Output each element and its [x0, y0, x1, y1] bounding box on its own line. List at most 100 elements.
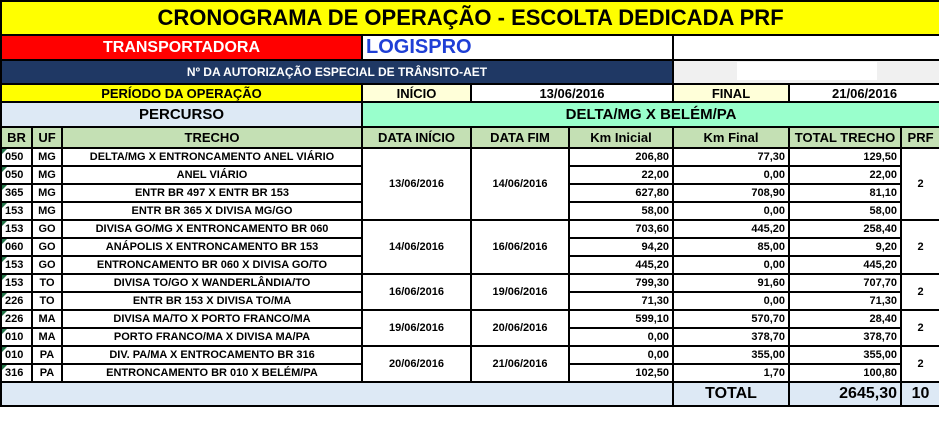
total-trecho-cell[interactable]: 71,30 [788, 291, 902, 311]
uf-cell[interactable]: MG [31, 165, 63, 185]
trecho-cell[interactable]: ANEL VIÁRIO [61, 165, 363, 185]
prf-cell[interactable]: 2 [899, 309, 939, 347]
km-inicial-cell[interactable]: 94,20 [568, 237, 674, 257]
total-trecho-cell[interactable]: 100,80 [788, 363, 902, 383]
trecho-cell[interactable]: ANÁPOLIS X ENTRONCAMENTO BR 153 [61, 237, 363, 257]
km-inicial-cell[interactable]: 703,60 [568, 219, 674, 239]
total-trecho-cell[interactable]: 445,20 [788, 255, 902, 275]
km-final-cell[interactable]: 355,00 [672, 345, 790, 365]
km-inicial-cell[interactable]: 445,20 [568, 255, 674, 275]
data-inicio-cell[interactable]: 19/06/2016 [361, 309, 472, 347]
uf-cell[interactable]: MG [31, 201, 63, 221]
trecho-cell[interactable]: DELTA/MG X ENTRONCAMENTO ANEL VIÁRIO [61, 147, 363, 167]
km-inicial-cell[interactable]: 0,00 [568, 327, 674, 347]
final-value[interactable]: 21/06/2016 [787, 83, 939, 103]
uf-cell[interactable]: TO [31, 273, 63, 293]
data-fim-cell[interactable]: 14/06/2016 [470, 147, 570, 221]
br-cell[interactable]: 365 [0, 183, 33, 203]
uf-cell[interactable]: GO [31, 219, 63, 239]
total-trecho-cell[interactable]: 22,00 [788, 165, 902, 185]
km-final-cell[interactable]: 0,00 [672, 165, 790, 185]
br-cell[interactable]: 226 [0, 291, 33, 311]
data-inicio-cell[interactable]: 20/06/2016 [361, 345, 472, 383]
total-trecho-cell[interactable]: 258,40 [788, 219, 902, 239]
br-cell[interactable]: 226 [0, 309, 33, 329]
km-final-cell[interactable]: 570,70 [672, 309, 790, 329]
km-final-cell[interactable]: 77,30 [672, 147, 790, 167]
trecho-cell[interactable]: ENTR BR 365 X DIVISA MG/GO [61, 201, 363, 221]
km-inicial-cell[interactable]: 102,50 [568, 363, 674, 383]
km-inicial-cell[interactable]: 58,00 [568, 201, 674, 221]
br-cell[interactable]: 010 [0, 345, 33, 365]
km-inicial-cell[interactable]: 0,00 [568, 345, 674, 365]
inicio-value[interactable]: 13/06/2016 [470, 83, 674, 103]
uf-cell[interactable]: GO [31, 237, 63, 257]
uf-cell[interactable]: MA [31, 327, 63, 347]
km-inicial-cell[interactable]: 71,30 [568, 291, 674, 311]
data-inicio-cell[interactable]: 13/06/2016 [361, 147, 472, 221]
uf-cell[interactable]: TO [31, 291, 63, 311]
km-inicial-cell[interactable]: 599,10 [568, 309, 674, 329]
trecho-cell[interactable]: ENTRONCAMENTO BR 010 X BELÉM/PA [61, 363, 363, 383]
data-inicio-cell[interactable]: 14/06/2016 [361, 219, 472, 275]
data-fim-cell[interactable]: 20/06/2016 [470, 309, 570, 347]
trecho-cell[interactable]: PORTO FRANCO/MA X DIVISA MA/PA [61, 327, 363, 347]
br-cell[interactable]: 153 [0, 219, 33, 239]
prf-cell[interactable]: 2 [899, 147, 939, 221]
total-trecho-cell[interactable]: 707,70 [788, 273, 902, 293]
total-trecho-cell[interactable]: 9,20 [788, 237, 902, 257]
br-cell[interactable]: 060 [0, 237, 33, 257]
km-final-cell[interactable]: 85,00 [672, 237, 790, 257]
prf-cell[interactable]: 2 [899, 345, 939, 383]
total-trecho-cell[interactable]: 378,70 [788, 327, 902, 347]
km-final-cell[interactable]: 0,00 [672, 201, 790, 221]
br-cell[interactable]: 316 [0, 363, 33, 383]
br-cell[interactable]: 010 [0, 327, 33, 347]
trecho-cell[interactable]: ENTR BR 153 X DIVISA TO/MA [61, 291, 363, 311]
uf-cell[interactable]: PA [31, 363, 63, 383]
data-fim-cell[interactable]: 21/06/2016 [470, 345, 570, 383]
km-final-cell[interactable]: 445,20 [672, 219, 790, 239]
uf-cell[interactable]: MG [31, 147, 63, 167]
data-fim-cell[interactable]: 19/06/2016 [470, 273, 570, 311]
prf-cell[interactable]: 2 [899, 219, 939, 275]
km-inicial-cell[interactable]: 627,80 [568, 183, 674, 203]
total-trecho-cell[interactable]: 58,00 [788, 201, 902, 221]
km-inicial-cell[interactable]: 799,30 [568, 273, 674, 293]
total-trecho-cell[interactable]: 355,00 [788, 345, 902, 365]
trecho-cell[interactable]: DIVISA MA/TO X PORTO FRANCO/MA [61, 309, 363, 329]
br-cell[interactable]: 050 [0, 147, 33, 167]
trecho-cell[interactable]: ENTR BR 497 X ENTR BR 153 [61, 183, 363, 203]
blank-cell[interactable] [671, 34, 939, 61]
trecho-cell[interactable]: DIVISA GO/MG X ENTRONCAMENTO BR 060 [61, 219, 363, 239]
km-final-cell[interactable]: 708,90 [672, 183, 790, 203]
uf-cell[interactable]: MA [31, 309, 63, 329]
km-inicial-cell[interactable]: 22,00 [568, 165, 674, 185]
data-inicio-cell[interactable]: 16/06/2016 [361, 273, 472, 311]
br-cell[interactable]: 153 [0, 201, 33, 221]
total-trecho-cell[interactable]: 28,40 [788, 309, 902, 329]
br-cell[interactable]: 050 [0, 165, 33, 185]
trecho-cell[interactable]: ENTRONCAMENTO BR 060 X DIVISA GO/TO [61, 255, 363, 275]
km-final-cell[interactable]: 1,70 [672, 363, 790, 383]
km-final-cell[interactable]: 0,00 [672, 255, 790, 275]
br-cell[interactable]: 153 [0, 255, 33, 275]
br-cell[interactable]: 153 [0, 273, 33, 293]
data-fim-cell[interactable]: 16/06/2016 [470, 219, 570, 275]
uf-cell[interactable]: GO [31, 255, 63, 275]
total-spacer [0, 381, 674, 407]
trecho-cell[interactable]: DIVISA TO/GO X WANDERLÂNDIA/TO [61, 273, 363, 293]
km-inicial-cell[interactable]: 206,80 [568, 147, 674, 167]
percurso-value[interactable]: DELTA/MG X BELÉM/PA [360, 101, 939, 128]
uf-cell[interactable]: PA [31, 345, 63, 365]
total-trecho-cell[interactable]: 129,50 [788, 147, 902, 167]
trecho-cell[interactable]: DIV. PA/MA X ENTROCAMENTO BR 316 [61, 345, 363, 365]
aet-value[interactable] [671, 59, 939, 85]
km-final-cell[interactable]: 0,00 [672, 291, 790, 311]
prf-cell[interactable]: 2 [899, 273, 939, 311]
transportadora-value[interactable]: LOGISPRO [361, 34, 674, 61]
km-final-cell[interactable]: 378,70 [672, 327, 790, 347]
total-trecho-cell[interactable]: 81,10 [788, 183, 902, 203]
uf-cell[interactable]: MG [31, 183, 63, 203]
km-final-cell[interactable]: 91,60 [672, 273, 790, 293]
